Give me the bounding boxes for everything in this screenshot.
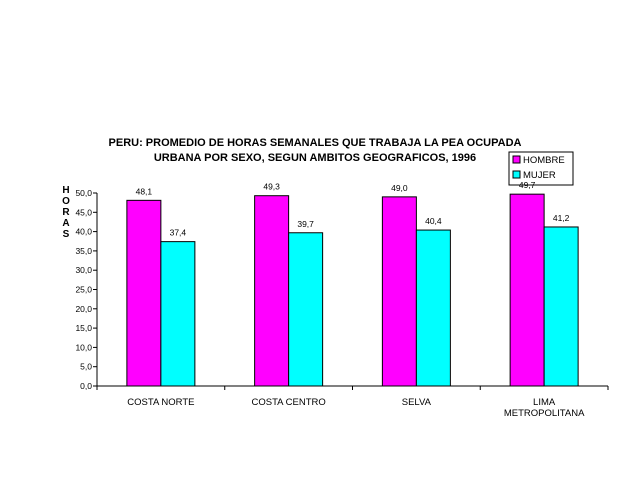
legend-label-hombre: HOMBRE: [523, 155, 565, 166]
bar-mujer: [288, 232, 324, 387]
y-axis-label-letter: A: [62, 218, 69, 229]
data-label-hombre: 49,0: [391, 183, 408, 193]
y-axis-label-letter: R: [62, 207, 70, 218]
data-label-hombre: 48,1: [136, 186, 153, 196]
y-axis-label-letter: O: [62, 196, 70, 207]
y-tick-label: 30,0: [75, 265, 92, 275]
y-axis-label-letter: H: [62, 185, 69, 196]
y-axis-label: HORAS: [62, 185, 70, 240]
data-label-mujer: 37,4: [170, 228, 187, 238]
x-category-label: SELVA: [402, 397, 432, 408]
y-axis: 0,0 5,0 10,0 15,0 20,0 25,0 30,0 35,0 40,0 45,0 50…: [75, 188, 98, 391]
chart-title-line: PERU: PROMEDIO DE HORAS SEMANALES QUE TR…: [109, 137, 522, 149]
bar-hombre: [254, 195, 290, 387]
chart-title-line: URBANA POR SEXO, SEGUN AMBITOS GEOGRAFIC…: [154, 152, 476, 164]
x-category-label: METROPOLITANA: [504, 408, 585, 419]
y-tick-label: 35,0: [75, 246, 92, 256]
data-label-mujer: 40,4: [425, 216, 442, 226]
x-category-label: LIMA: [533, 397, 556, 408]
y-tick-label: 0,0: [80, 381, 92, 391]
y-tick-label: 40,0: [75, 227, 92, 237]
y-tick-label: 50,0: [75, 188, 92, 198]
legend-swatch-mujer: [512, 170, 521, 179]
y-tick-label: 20,0: [75, 304, 92, 314]
bar-mujer: [415, 229, 451, 387]
bar-hombre: [381, 196, 417, 387]
data-label-hombre: 49,7: [519, 180, 536, 190]
data-label-mujer: 41,2: [553, 213, 570, 223]
y-axis-label-letter: S: [63, 229, 70, 240]
y-tick-label: 10,0: [75, 342, 92, 352]
data-labels: 48,1 37,4 49,3 39,7 49,0 40,4 49,7 41,2: [136, 180, 570, 237]
x-axis: COSTA NORTE COSTA CENTRO SELVA LIMAMETROPOL…: [96, 385, 609, 419]
chart-title: PERU: PROMEDIO DE HORAS SEMANALES QUE TR…: [109, 137, 522, 164]
y-tick-label: 25,0: [75, 285, 92, 295]
y-tick-label: 45,0: [75, 207, 92, 217]
bars: [126, 193, 579, 387]
legend-label-mujer: MUJER: [523, 170, 556, 181]
bar-mujer: [160, 241, 196, 387]
data-label-mujer: 39,7: [297, 219, 314, 229]
y-tick-label: 5,0: [80, 362, 92, 372]
legend-swatch-hombre: [512, 155, 521, 164]
x-category-label: COSTA NORTE: [127, 397, 194, 408]
data-label-hombre: 49,3: [263, 182, 280, 192]
y-tick-label: 15,0: [75, 323, 92, 333]
legend: HOMBRE MUJER: [508, 151, 574, 186]
bar-hombre: [509, 193, 545, 387]
bar-mujer: [543, 226, 579, 387]
x-category-label: COSTA CENTRO: [252, 397, 326, 408]
bar-hombre: [126, 199, 162, 387]
